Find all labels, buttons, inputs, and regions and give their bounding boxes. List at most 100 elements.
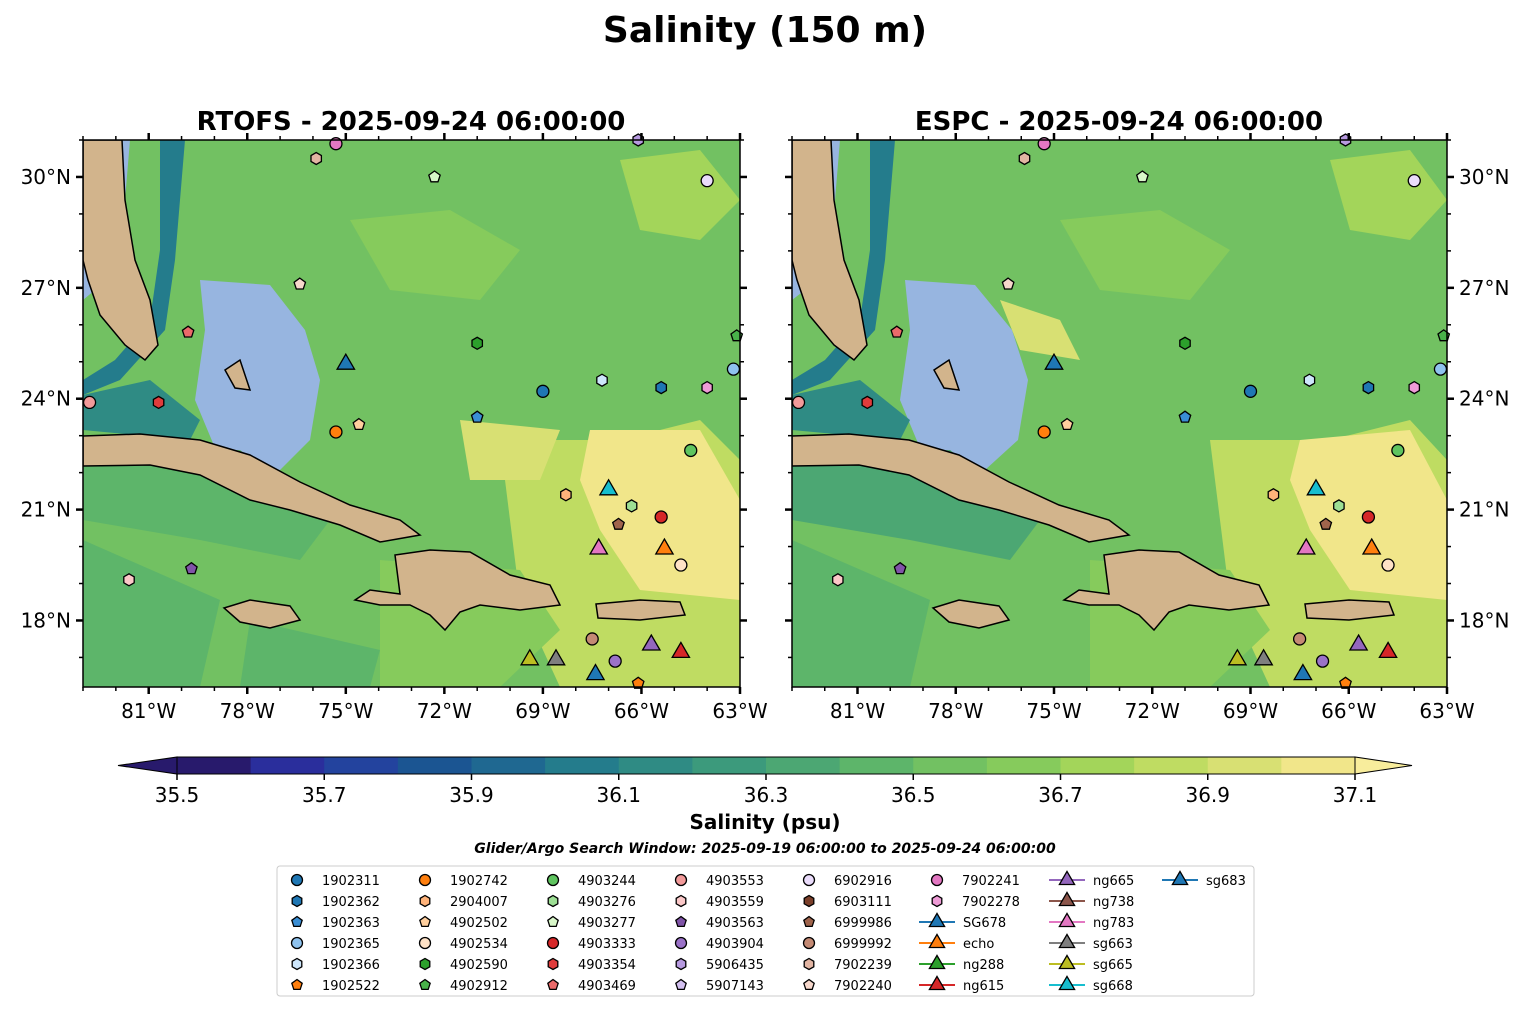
colorbar-tick-label: 36.1 <box>596 783 641 807</box>
rtofs-marker-4903276 <box>625 499 638 513</box>
legend-label: 4903333 <box>578 937 636 952</box>
legend-entry-4902502: 4902502 <box>419 915 508 931</box>
colorbar-bin <box>545 757 620 774</box>
espc-marker-1902362 <box>1362 380 1375 395</box>
espc-marker-sg663 <box>1253 648 1274 666</box>
colorbar-bin <box>913 757 988 774</box>
rtofs-marker-4903904 <box>608 654 622 668</box>
legend-marker <box>675 915 687 928</box>
legend-entry-1902363: 1902363 <box>291 915 380 931</box>
espc-marker-sg683 <box>1293 663 1313 681</box>
legend-marker <box>547 915 559 928</box>
colorbar-tick-label: 36.7 <box>1038 783 1083 807</box>
legend-marker <box>1058 954 1076 970</box>
legend-label: 6999986 <box>834 916 892 931</box>
legend-label: 2904007 <box>450 895 508 910</box>
legend-marker <box>1058 870 1076 886</box>
rtofs-xtick-label: 75°W <box>318 699 373 723</box>
colorbar-bin <box>1134 757 1209 774</box>
rtofs-marker-1902365 <box>726 362 741 376</box>
espc-xtick-label: 69°W <box>1223 699 1278 723</box>
espc-xtick-label: 75°W <box>1026 699 1081 723</box>
legend-entry-7902278: 7902278 <box>931 894 1020 910</box>
espc-marker-4903469 <box>890 325 904 338</box>
rtofs-marker-4903553 <box>82 395 97 410</box>
espc-marker-1902365 <box>1433 362 1448 376</box>
espc-panel: ESPC - 2025-09-24 06:00:00 <box>785 107 1509 723</box>
search-window-text: Glider/Argo Search Window: 2025-09-19 06… <box>474 841 1056 857</box>
colorbar-label: Salinity (psu) <box>689 810 840 834</box>
legend-label: sg683 <box>1206 874 1246 889</box>
legend-marker <box>291 978 303 991</box>
rtofs-marker-4902502 <box>352 417 366 431</box>
rtofs-ytick-label: 21°N <box>21 498 71 522</box>
legend-entry-1902311: 1902311 <box>290 873 380 889</box>
legend-entry-ng665: ng665 <box>1049 870 1134 889</box>
rtofs-marker-sg668 <box>598 478 619 496</box>
rtofs-ytick-label: 30°N <box>21 165 71 189</box>
legend-label: 6999992 <box>834 937 892 952</box>
espc-cuba <box>792 433 1131 543</box>
legend-label: 4903904 <box>706 937 764 952</box>
espc-jamaica <box>931 599 1011 629</box>
colorbar-bin <box>692 757 767 774</box>
legend-marker <box>675 957 687 971</box>
legend-entry-1902742: 1902742 <box>418 873 508 889</box>
legend-marker <box>674 873 688 887</box>
legend-entry-4902912: 4902912 <box>419 978 508 994</box>
legend-label: ng783 <box>1093 916 1134 931</box>
legend-label: 6903111 <box>834 895 892 910</box>
rtofs-marker-1902522 <box>631 676 645 689</box>
colorbar-bin <box>1207 757 1282 774</box>
espc-xtick-label: 66°W <box>1321 699 1376 723</box>
rtofs-marker-4903333 <box>654 510 668 524</box>
legend-marker <box>931 894 943 908</box>
legend-entry-4903563: 4903563 <box>675 915 764 931</box>
espc-marker-4903277 <box>1135 170 1149 183</box>
legend-marker <box>419 957 431 971</box>
legend-marker <box>419 978 431 991</box>
rtofs-marker-sg665 <box>519 648 540 666</box>
legend-label: 5906435 <box>706 958 764 973</box>
rtofs-marker-ng615 <box>671 641 691 659</box>
espc-xtick-label: 72°W <box>1125 699 1180 723</box>
rtofs-marker-echo <box>654 537 675 555</box>
legend-marker <box>928 975 946 991</box>
legend-marker <box>803 915 815 928</box>
rtofs-hispaniola <box>353 549 562 632</box>
rtofs-marker-4903354 <box>152 395 165 410</box>
legend-marker <box>930 873 944 887</box>
legend-label: 7902278 <box>962 895 1020 910</box>
legend-entry-4903244: 4903244 <box>546 873 636 889</box>
espc-marker-ng665 <box>1348 633 1369 651</box>
legend-entry-1902365: 1902365 <box>290 936 380 952</box>
espc-marker-6999992 <box>1292 632 1307 646</box>
rtofs-marker-6999986 <box>611 517 625 530</box>
legend-marker <box>674 936 688 950</box>
legend-entry-4903333: 4903333 <box>546 936 636 952</box>
legend-entry-4902534: 4902534 <box>418 936 508 952</box>
colorbar-bin <box>1060 757 1135 774</box>
legend-label: 1902366 <box>322 958 380 973</box>
legend-label: 4903469 <box>578 979 636 994</box>
rtofs-marker-7902239 <box>310 151 323 166</box>
legend-entry-4903354: 4903354 <box>547 957 636 973</box>
espc-marker-4902534 <box>1381 558 1395 572</box>
legend-entry-4902590: 4902590 <box>419 957 508 973</box>
rtofs-cuba <box>83 433 422 543</box>
espc-panel-title: ESPC - 2025-09-24 06:00:00 <box>915 107 1323 137</box>
legend-label: 4903244 <box>578 874 636 889</box>
legend-entry-7902239: 7902239 <box>803 957 892 973</box>
colorbar-extend-min <box>117 756 178 775</box>
legend-label: 4903553 <box>706 874 764 889</box>
rtofs-marker-1902742 <box>329 425 343 439</box>
legend-marker <box>928 912 946 928</box>
legend-marker <box>1171 870 1189 886</box>
rtofs-markers <box>82 133 744 689</box>
espc-marker-4902502 <box>1060 417 1074 431</box>
espc-marker-7902239 <box>1018 151 1031 166</box>
legend-entry-1902362: 1902362 <box>291 894 380 910</box>
legend-label: 4902534 <box>450 937 508 952</box>
legend-marker <box>290 936 304 950</box>
rtofs-marker-1902362 <box>655 380 668 395</box>
